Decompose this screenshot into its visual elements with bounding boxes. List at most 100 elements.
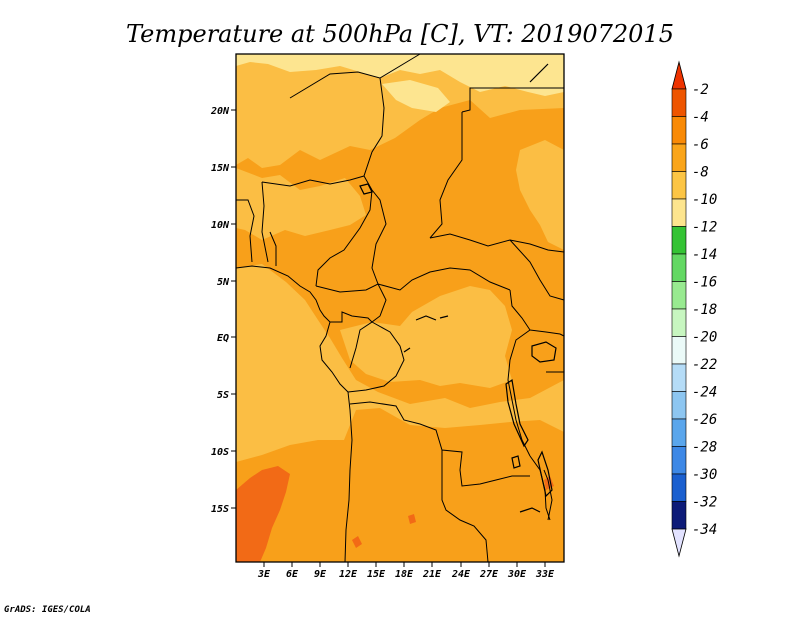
colorbar-label: -32 <box>692 495 717 511</box>
lon-tick: 33E <box>535 562 555 580</box>
border-chad-car <box>371 189 387 285</box>
colorbar-swatch <box>671 253 687 282</box>
lat-tick: EQ <box>217 333 236 344</box>
river-drc <box>403 315 449 353</box>
lon-tick-label: 15E <box>367 569 386 580</box>
lon-tick: 15E <box>367 562 386 580</box>
border-chad-sudan <box>429 112 463 239</box>
border-drc-east <box>507 329 531 457</box>
lon-tick: 12E <box>339 562 358 580</box>
colorbar-label: -12 <box>692 220 717 236</box>
field-minus10-to-minus8-patch2 <box>470 58 520 82</box>
map-panel: 3E 6E 9E 12E 15E 18E 21E 24E 27E 30E 33E… <box>210 53 565 580</box>
colorbar-label: -22 <box>692 357 717 373</box>
lon-tick-label: 30E <box>507 569 527 580</box>
colorbar-label: -6 <box>692 137 709 153</box>
colorbar-label: -8 <box>692 165 709 181</box>
field-minus4-to-minus2-southwest <box>236 466 290 562</box>
lat-tick: 20N <box>210 106 236 117</box>
colorbar-label: -20 <box>692 330 717 346</box>
lon-tick-label: 9E <box>314 569 327 580</box>
colorbar-label: -14 <box>692 247 717 263</box>
lon-tick-label: 12E <box>339 569 358 580</box>
colorbar-swatch <box>671 226 687 255</box>
colorbar-label: -16 <box>692 275 717 291</box>
border-sudan-southsudan <box>429 233 565 253</box>
lon-tick: 3E <box>257 562 271 580</box>
field-minus8-to-minus6-sahel <box>236 168 366 240</box>
lat-tick: 15N <box>211 163 236 174</box>
lon-tick-label: 24E <box>451 569 471 580</box>
border-nigeria-cameroon <box>315 189 373 287</box>
colorbar-label: -18 <box>692 302 717 318</box>
lake-victoria <box>531 341 557 363</box>
colorbar-swatch <box>671 446 687 475</box>
colorbar-label: -28 <box>692 440 717 456</box>
lat-tick: 5S <box>217 390 236 401</box>
colorbar-swatch <box>671 116 687 145</box>
lat-tick: 10S <box>211 447 236 458</box>
lon-axis: 3E 6E 9E 12E 15E 18E 21E 24E 27E 30E 33E <box>257 562 555 580</box>
lon-tick: 9E <box>314 562 327 580</box>
colorbar-swatch <box>671 501 687 530</box>
colorbar-swatch <box>671 143 687 172</box>
border-west-1 <box>236 199 255 263</box>
border-west-2 <box>269 231 277 266</box>
lon-tick-label: 18E <box>395 569 414 580</box>
lon-tick: 18E <box>395 562 414 580</box>
colorbar-top-arrow <box>671 60 687 90</box>
border-niger-nigeria <box>261 175 365 187</box>
country-borders <box>235 53 565 563</box>
border-nigeria-benin <box>261 181 269 263</box>
colorbar-label: -2 <box>692 82 709 98</box>
lon-tick: 6E <box>286 562 299 580</box>
border-libya-sudan <box>379 53 421 79</box>
lat-tick-label: 20N <box>210 106 230 117</box>
lakes <box>359 63 557 513</box>
colorbar-label: -4 <box>692 110 709 126</box>
grads-credit: GrADS: IGES/COLA <box>4 605 91 615</box>
map-frame <box>235 53 565 563</box>
border-niger-chad-north <box>289 71 385 191</box>
lon-tick: 24E <box>451 562 471 580</box>
lat-tick-label: 10N <box>211 220 230 231</box>
border-egypt-sudan <box>461 87 564 113</box>
lat-tick-label: 5S <box>217 390 229 401</box>
lake-mweru <box>511 455 521 469</box>
lat-tick-label: 15N <box>211 163 230 174</box>
field-minus4-to-minus2-spot2 <box>408 514 416 524</box>
border-angola-zambia <box>441 450 489 563</box>
lon-tick-label: 3E <box>257 569 271 580</box>
colorbar-label: -24 <box>692 385 717 401</box>
field-minus8-to-minus6-east <box>516 140 564 250</box>
lon-tick: 21E <box>422 562 442 580</box>
border-cameroon-south <box>315 283 387 323</box>
field-minus8-to-minus6-center <box>340 286 512 388</box>
lon-tick-label: 21E <box>422 569 442 580</box>
lat-tick-label: 5N <box>217 277 230 288</box>
colorbar-label: -10 <box>692 192 717 208</box>
lat-tick-label: EQ <box>217 333 229 344</box>
lake-malawi <box>537 450 553 498</box>
lake-kariba <box>519 507 541 513</box>
colorbar-labels: -2 -4 -6 -8 -10 -12 -14 -16 -18 -20 -22 … <box>692 82 717 538</box>
colorbar-label: -30 <box>692 467 717 483</box>
lon-tick-label: 27E <box>479 569 499 580</box>
lat-axis: 20N 15N 10N 5N EQ 5S 10S 15S <box>210 106 236 515</box>
lon-tick-label: 33E <box>535 569 555 580</box>
colorbar-swatch <box>671 473 687 502</box>
colorbar-label: -34 <box>692 522 717 538</box>
lake-chad <box>359 183 373 195</box>
colorbar-swatch <box>671 198 687 227</box>
border-uganda-kenya <box>529 329 565 337</box>
colorbar: -2 -4 -6 -8 -10 -12 -14 -16 -18 -20 -22 … <box>671 60 717 558</box>
border-car-north <box>377 267 511 291</box>
field-minus8-to-minus6-west <box>236 264 564 462</box>
coastline-west-africa <box>235 265 353 563</box>
border-southsudan-drc <box>509 289 531 331</box>
lon-tick: 27E <box>479 562 499 580</box>
lat-tick-label: 15S <box>211 504 229 515</box>
field-minus4-to-minus2-spot1 <box>352 536 362 548</box>
lat-tick: 15S <box>211 504 236 515</box>
colorbar-swatches <box>671 88 687 530</box>
